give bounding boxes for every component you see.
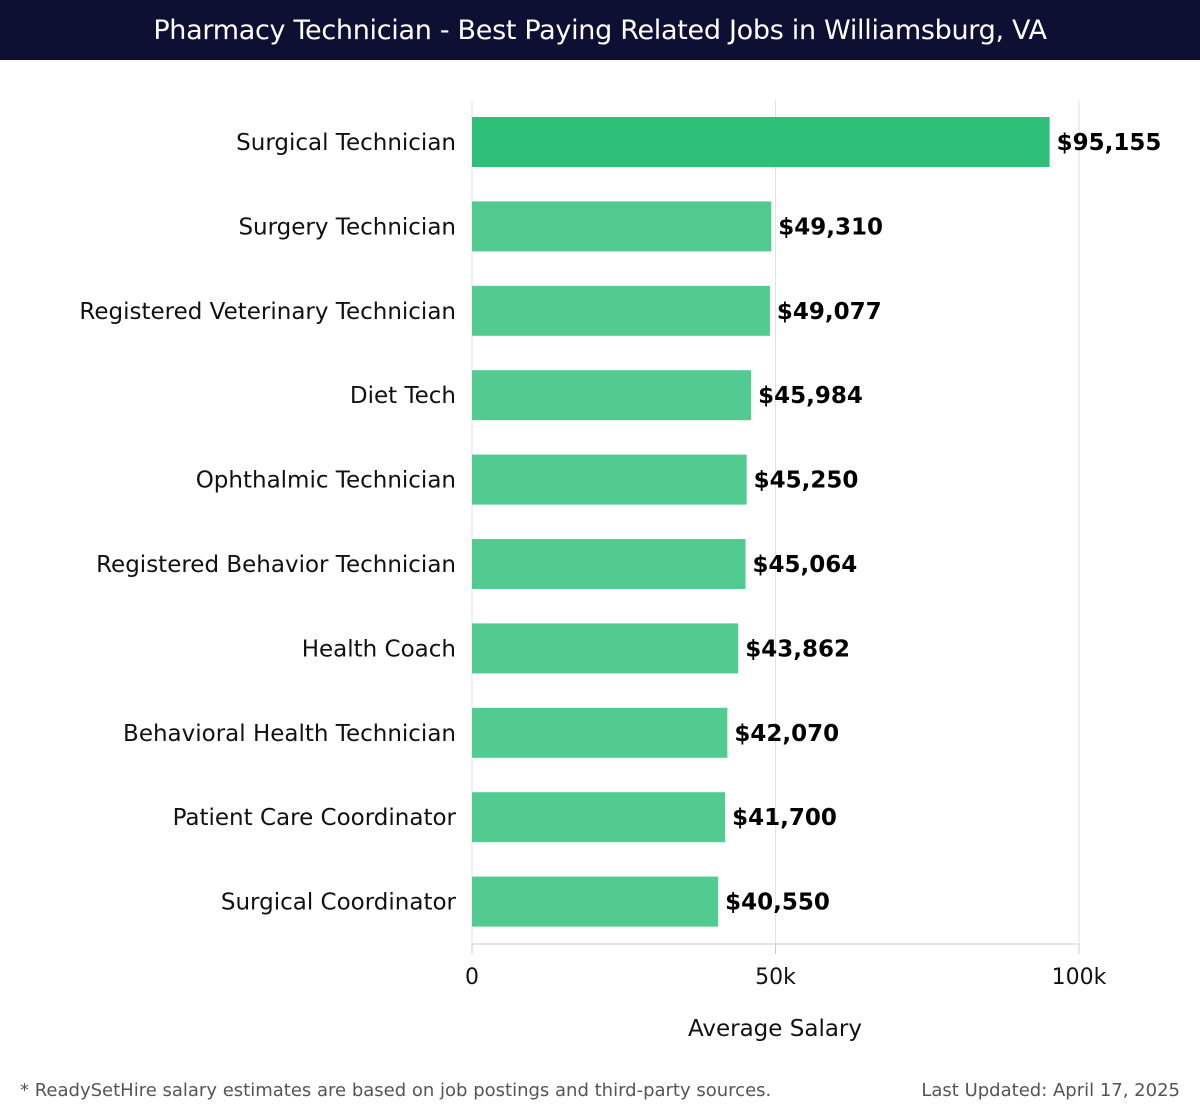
category-label: Patient Care Coordinator bbox=[173, 805, 457, 831]
bar[interactable] bbox=[472, 201, 772, 252]
bar[interactable] bbox=[472, 792, 726, 843]
bar-chart: Surgical Technician Surgery Technician Reg… bbox=[79, 100, 1161, 1042]
value-label: $43,862 bbox=[745, 636, 850, 662]
value-label: $42,070 bbox=[734, 721, 839, 747]
value-label: $41,700 bbox=[732, 805, 837, 831]
bar[interactable] bbox=[472, 370, 752, 421]
category-labels: Surgical Technician Surgery Technician Reg… bbox=[79, 130, 456, 916]
bar[interactable] bbox=[472, 876, 719, 927]
category-label: Diet Tech bbox=[350, 383, 456, 409]
value-labels: $95,155 $49,310 $49,077 $45,984 $45,250 $45,0… bbox=[725, 130, 1161, 916]
bar[interactable] bbox=[472, 454, 747, 505]
category-label: Surgical Coordinator bbox=[221, 890, 457, 916]
chart-title: Pharmacy Technician - Best Paying Relate… bbox=[0, 0, 1200, 60]
bar[interactable] bbox=[472, 117, 1050, 167]
footer-note: * ReadySetHire salary estimates are base… bbox=[20, 1080, 772, 1101]
value-label: $45,064 bbox=[753, 552, 858, 578]
category-label: Surgical Technician bbox=[236, 130, 456, 156]
category-label: Ophthalmic Technician bbox=[196, 468, 456, 494]
bars bbox=[472, 117, 1050, 927]
value-label: $49,077 bbox=[777, 299, 882, 325]
x-tick-label: 100k bbox=[1052, 965, 1107, 990]
value-label: $40,550 bbox=[725, 890, 830, 916]
x-axis-title: Average Salary bbox=[688, 1016, 862, 1042]
value-label: $45,984 bbox=[758, 383, 863, 409]
category-label: Health Coach bbox=[302, 636, 456, 662]
category-label: Behavioral Health Technician bbox=[123, 721, 456, 747]
value-label: $95,155 bbox=[1057, 130, 1162, 156]
value-label: $45,250 bbox=[754, 468, 859, 494]
bar[interactable] bbox=[472, 623, 739, 674]
category-label: Surgery Technician bbox=[238, 214, 456, 240]
x-tick-label: 50k bbox=[755, 965, 796, 990]
x-tick-label: 0 bbox=[465, 965, 479, 990]
bar[interactable] bbox=[472, 285, 770, 336]
last-updated: Last Updated: April 17, 2025 bbox=[921, 1080, 1180, 1101]
category-label: Registered Behavior Technician bbox=[96, 552, 456, 578]
value-label: $49,310 bbox=[778, 214, 883, 240]
x-axis: 0 50k 100k bbox=[465, 943, 1107, 990]
bar[interactable] bbox=[472, 539, 746, 589]
category-label: Registered Veterinary Technician bbox=[79, 299, 456, 325]
bar[interactable] bbox=[472, 707, 728, 758]
